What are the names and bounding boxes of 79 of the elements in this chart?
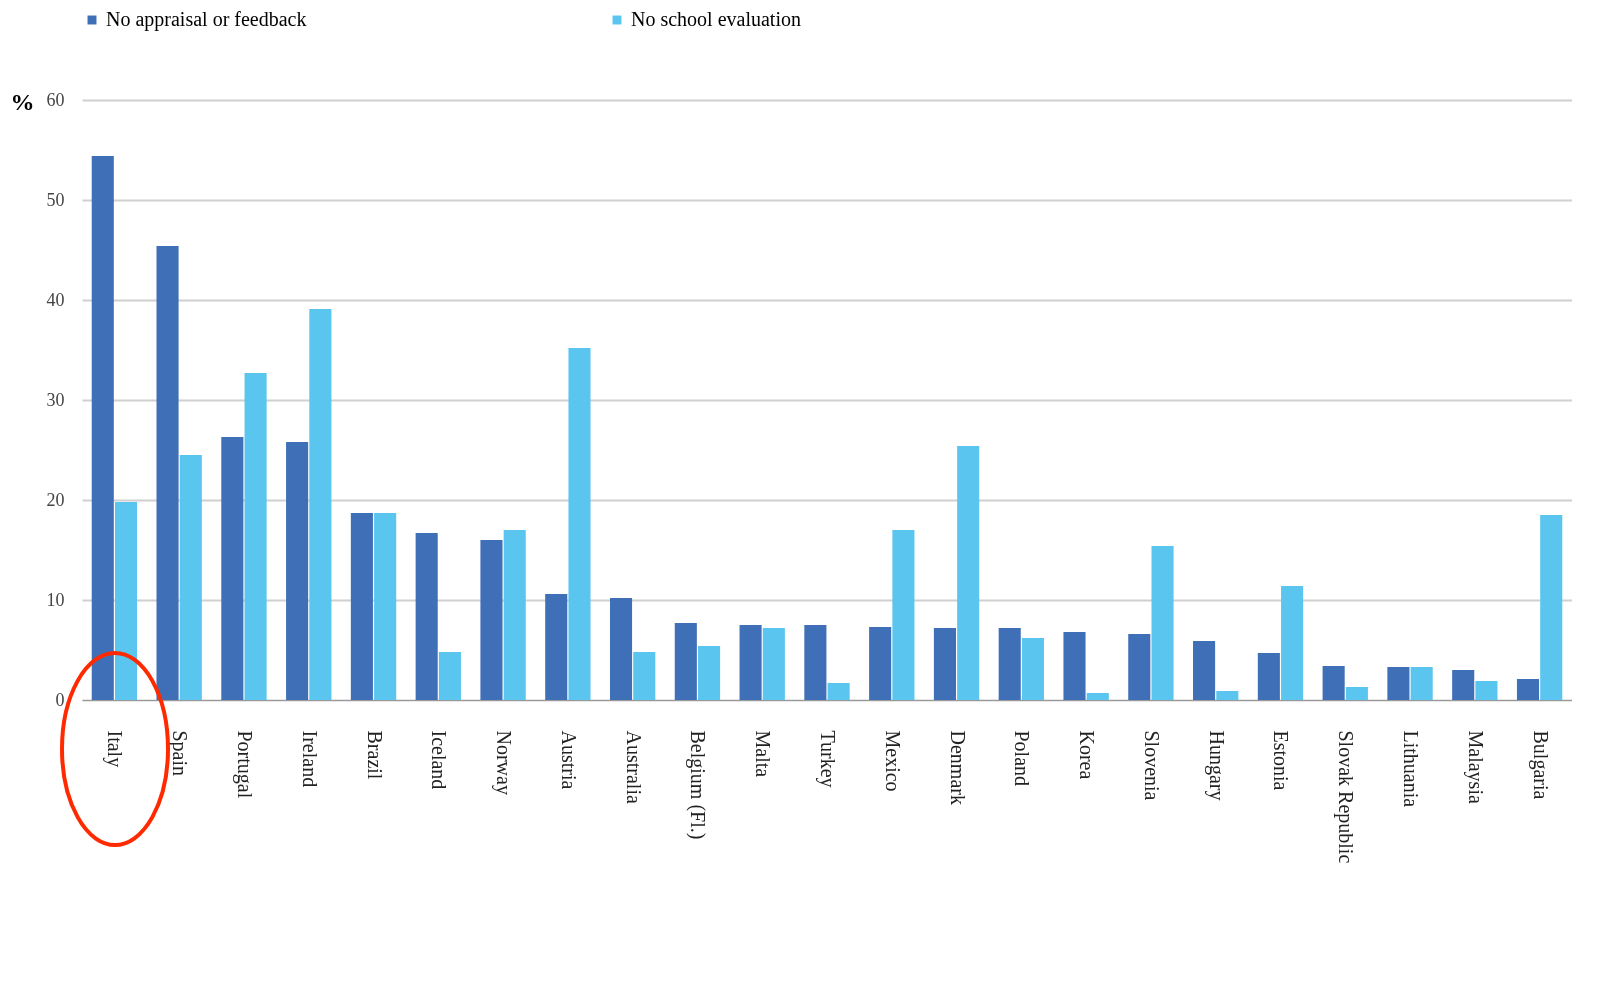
bar — [568, 348, 591, 700]
x-tick-label: Denmark — [946, 730, 969, 805]
bar — [286, 442, 309, 700]
bar — [933, 628, 956, 700]
bar — [114, 502, 138, 700]
legend-label: No appraisal or feedback — [106, 8, 307, 31]
bar — [438, 652, 461, 700]
x-tick-label: Italy — [103, 730, 127, 768]
y-tick-label: 40 — [46, 289, 65, 310]
bar — [1257, 653, 1280, 700]
x-tick-label: Spain — [168, 730, 192, 777]
bar — [1475, 681, 1498, 700]
x-tick-label: Lithuania — [1400, 730, 1423, 808]
x-tick-label: Norway — [492, 730, 516, 795]
y-tick-label: 20 — [46, 489, 65, 510]
bar — [545, 594, 568, 700]
bar — [1281, 586, 1304, 700]
bar — [739, 625, 762, 700]
x-tick-label: Mexico — [881, 730, 904, 792]
x-tick-label: Malaysia — [1463, 730, 1487, 804]
bar — [1345, 687, 1368, 700]
bar — [480, 540, 503, 700]
bar — [1128, 634, 1151, 700]
bar — [827, 683, 850, 700]
bar — [804, 625, 827, 700]
bar — [374, 513, 397, 700]
x-tick-label: Slovenia — [1140, 730, 1163, 801]
bar — [1410, 667, 1433, 700]
bar — [1086, 693, 1109, 700]
x-tick-label: Bulgaria — [1528, 730, 1552, 800]
bar — [179, 455, 202, 700]
x-tick-label: Austria — [557, 730, 580, 790]
x-tick-label: Slovak Republic — [1334, 730, 1358, 864]
x-tick-label: Brazil — [363, 730, 386, 780]
x-tick-label: Hungary — [1204, 730, 1228, 801]
legend-label: No school evaluation — [631, 8, 801, 30]
bar — [415, 533, 438, 700]
y-tick-label: 60 — [46, 89, 65, 110]
y-tick-label: 30 — [46, 389, 65, 410]
x-tick-label: Australia — [622, 730, 645, 804]
y-tick-label: 10 — [46, 589, 65, 610]
bar — [1452, 670, 1475, 700]
bar — [1151, 546, 1174, 700]
bar — [869, 627, 892, 700]
bar — [957, 446, 980, 700]
bar — [609, 598, 633, 700]
bar — [1387, 667, 1410, 700]
x-tick-label: Turkey — [816, 730, 839, 788]
bar — [633, 652, 656, 700]
bar — [674, 623, 697, 700]
bar — [244, 373, 267, 700]
bar — [91, 156, 114, 700]
bar — [1193, 641, 1216, 700]
x-tick-label: Belgium (Fl.) — [686, 730, 710, 840]
bar — [309, 309, 332, 700]
x-tick-label: Korea — [1076, 730, 1099, 780]
bar — [762, 628, 785, 700]
bar — [698, 646, 721, 700]
y-axis-title: % — [10, 88, 35, 115]
x-tick-label: Poland — [1011, 730, 1034, 787]
x-tick-label: Estonia — [1270, 730, 1293, 791]
y-tick-label: 0 — [55, 689, 65, 710]
x-tick-label: Malta — [752, 730, 775, 778]
bar — [1021, 638, 1045, 700]
bar — [1516, 679, 1540, 700]
bar — [350, 513, 373, 700]
bar — [221, 437, 244, 700]
bar — [156, 246, 179, 700]
x-tick-label: Portugal — [232, 730, 256, 799]
bar — [503, 530, 526, 700]
bar — [998, 628, 1021, 700]
x-tick-label: Ireland — [298, 730, 321, 788]
bar — [1322, 666, 1345, 700]
bar — [1540, 515, 1563, 700]
bar — [1216, 691, 1239, 700]
bar — [892, 530, 915, 700]
bar — [1063, 632, 1086, 700]
y-tick-label: 50 — [46, 189, 65, 210]
x-tick-label: Iceland — [428, 730, 451, 790]
